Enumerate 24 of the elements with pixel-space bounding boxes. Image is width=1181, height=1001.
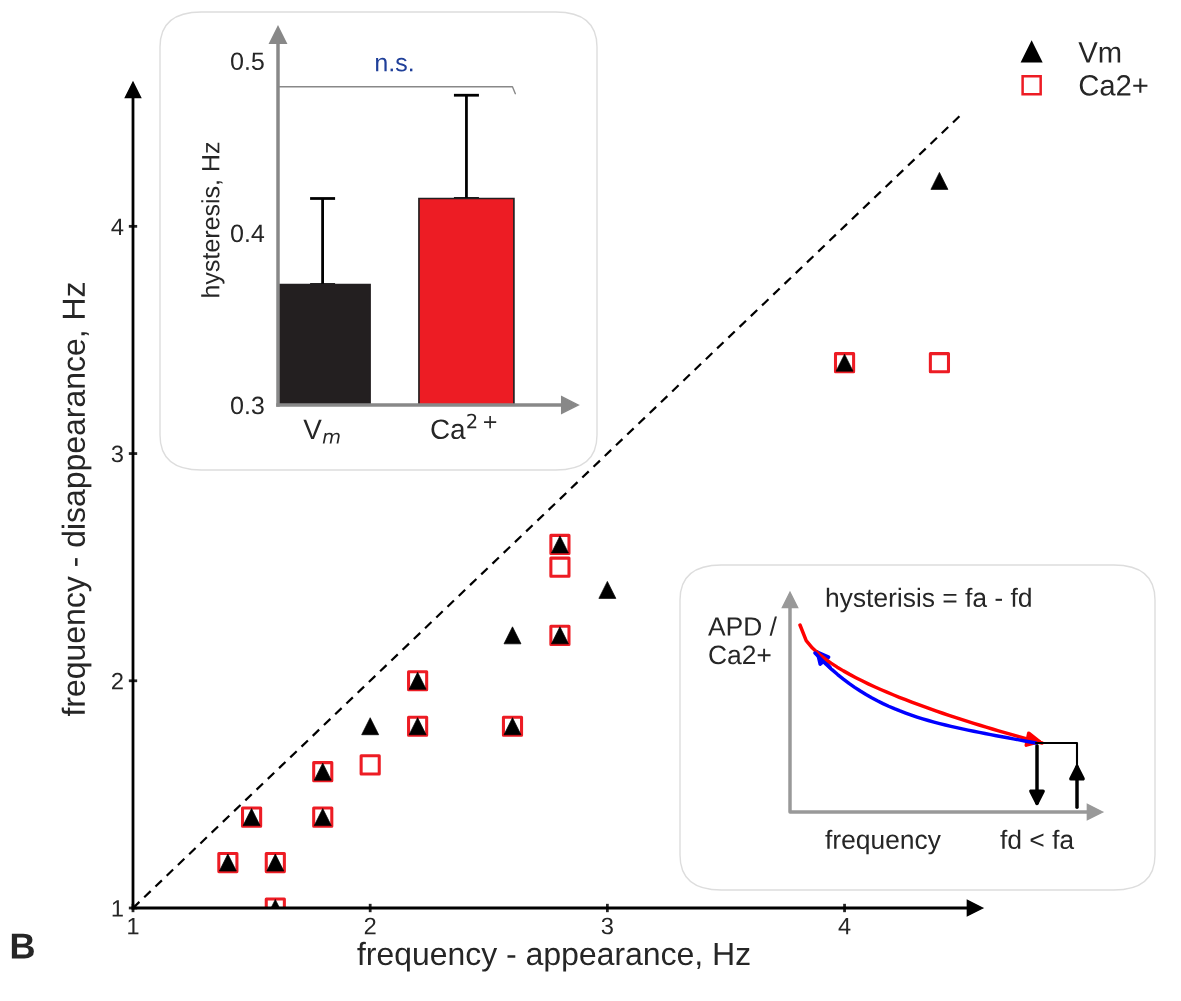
text: hysterisis = fa - fd [826, 587, 1031, 613]
text: fd < fa [1000, 829, 1075, 850]
text: B [11, 933, 34, 959]
y-axis-title: frequency - disappearance, Hz [61, 283, 92, 717]
x-tick-label: 1 [128, 917, 139, 935]
legend-label: Vm [1078, 42, 1121, 63]
x-tick-label: V$_{m}$ [303, 419, 340, 444]
y-tick-label: 3 [111, 445, 123, 463]
y-tick-label: 0.3 [231, 396, 264, 415]
legend-label: Ca2+ [1079, 75, 1148, 96]
annotation: n.s. [376, 57, 413, 72]
x-tick-label: 4 [838, 917, 851, 935]
y-tick-label: 0.4 [231, 224, 265, 243]
text: APD / Ca2+ [708, 616, 777, 665]
y-tick-label: 2 [112, 672, 123, 690]
x-tick-label: 2 [364, 917, 376, 935]
text: frequency [825, 829, 941, 855]
x-tick-label: Ca$^{2+}$ [431, 413, 497, 440]
y-tick-label: 0.5 [231, 52, 264, 71]
y-axis-title: hysteresis, Hz [201, 142, 225, 297]
x-tick-label: 3 [601, 917, 613, 935]
y-tick-label: 1 [112, 900, 123, 917]
y-tick-label: 4 [111, 218, 124, 235]
x-axis-title: frequency - appearance, Hz [357, 941, 750, 972]
